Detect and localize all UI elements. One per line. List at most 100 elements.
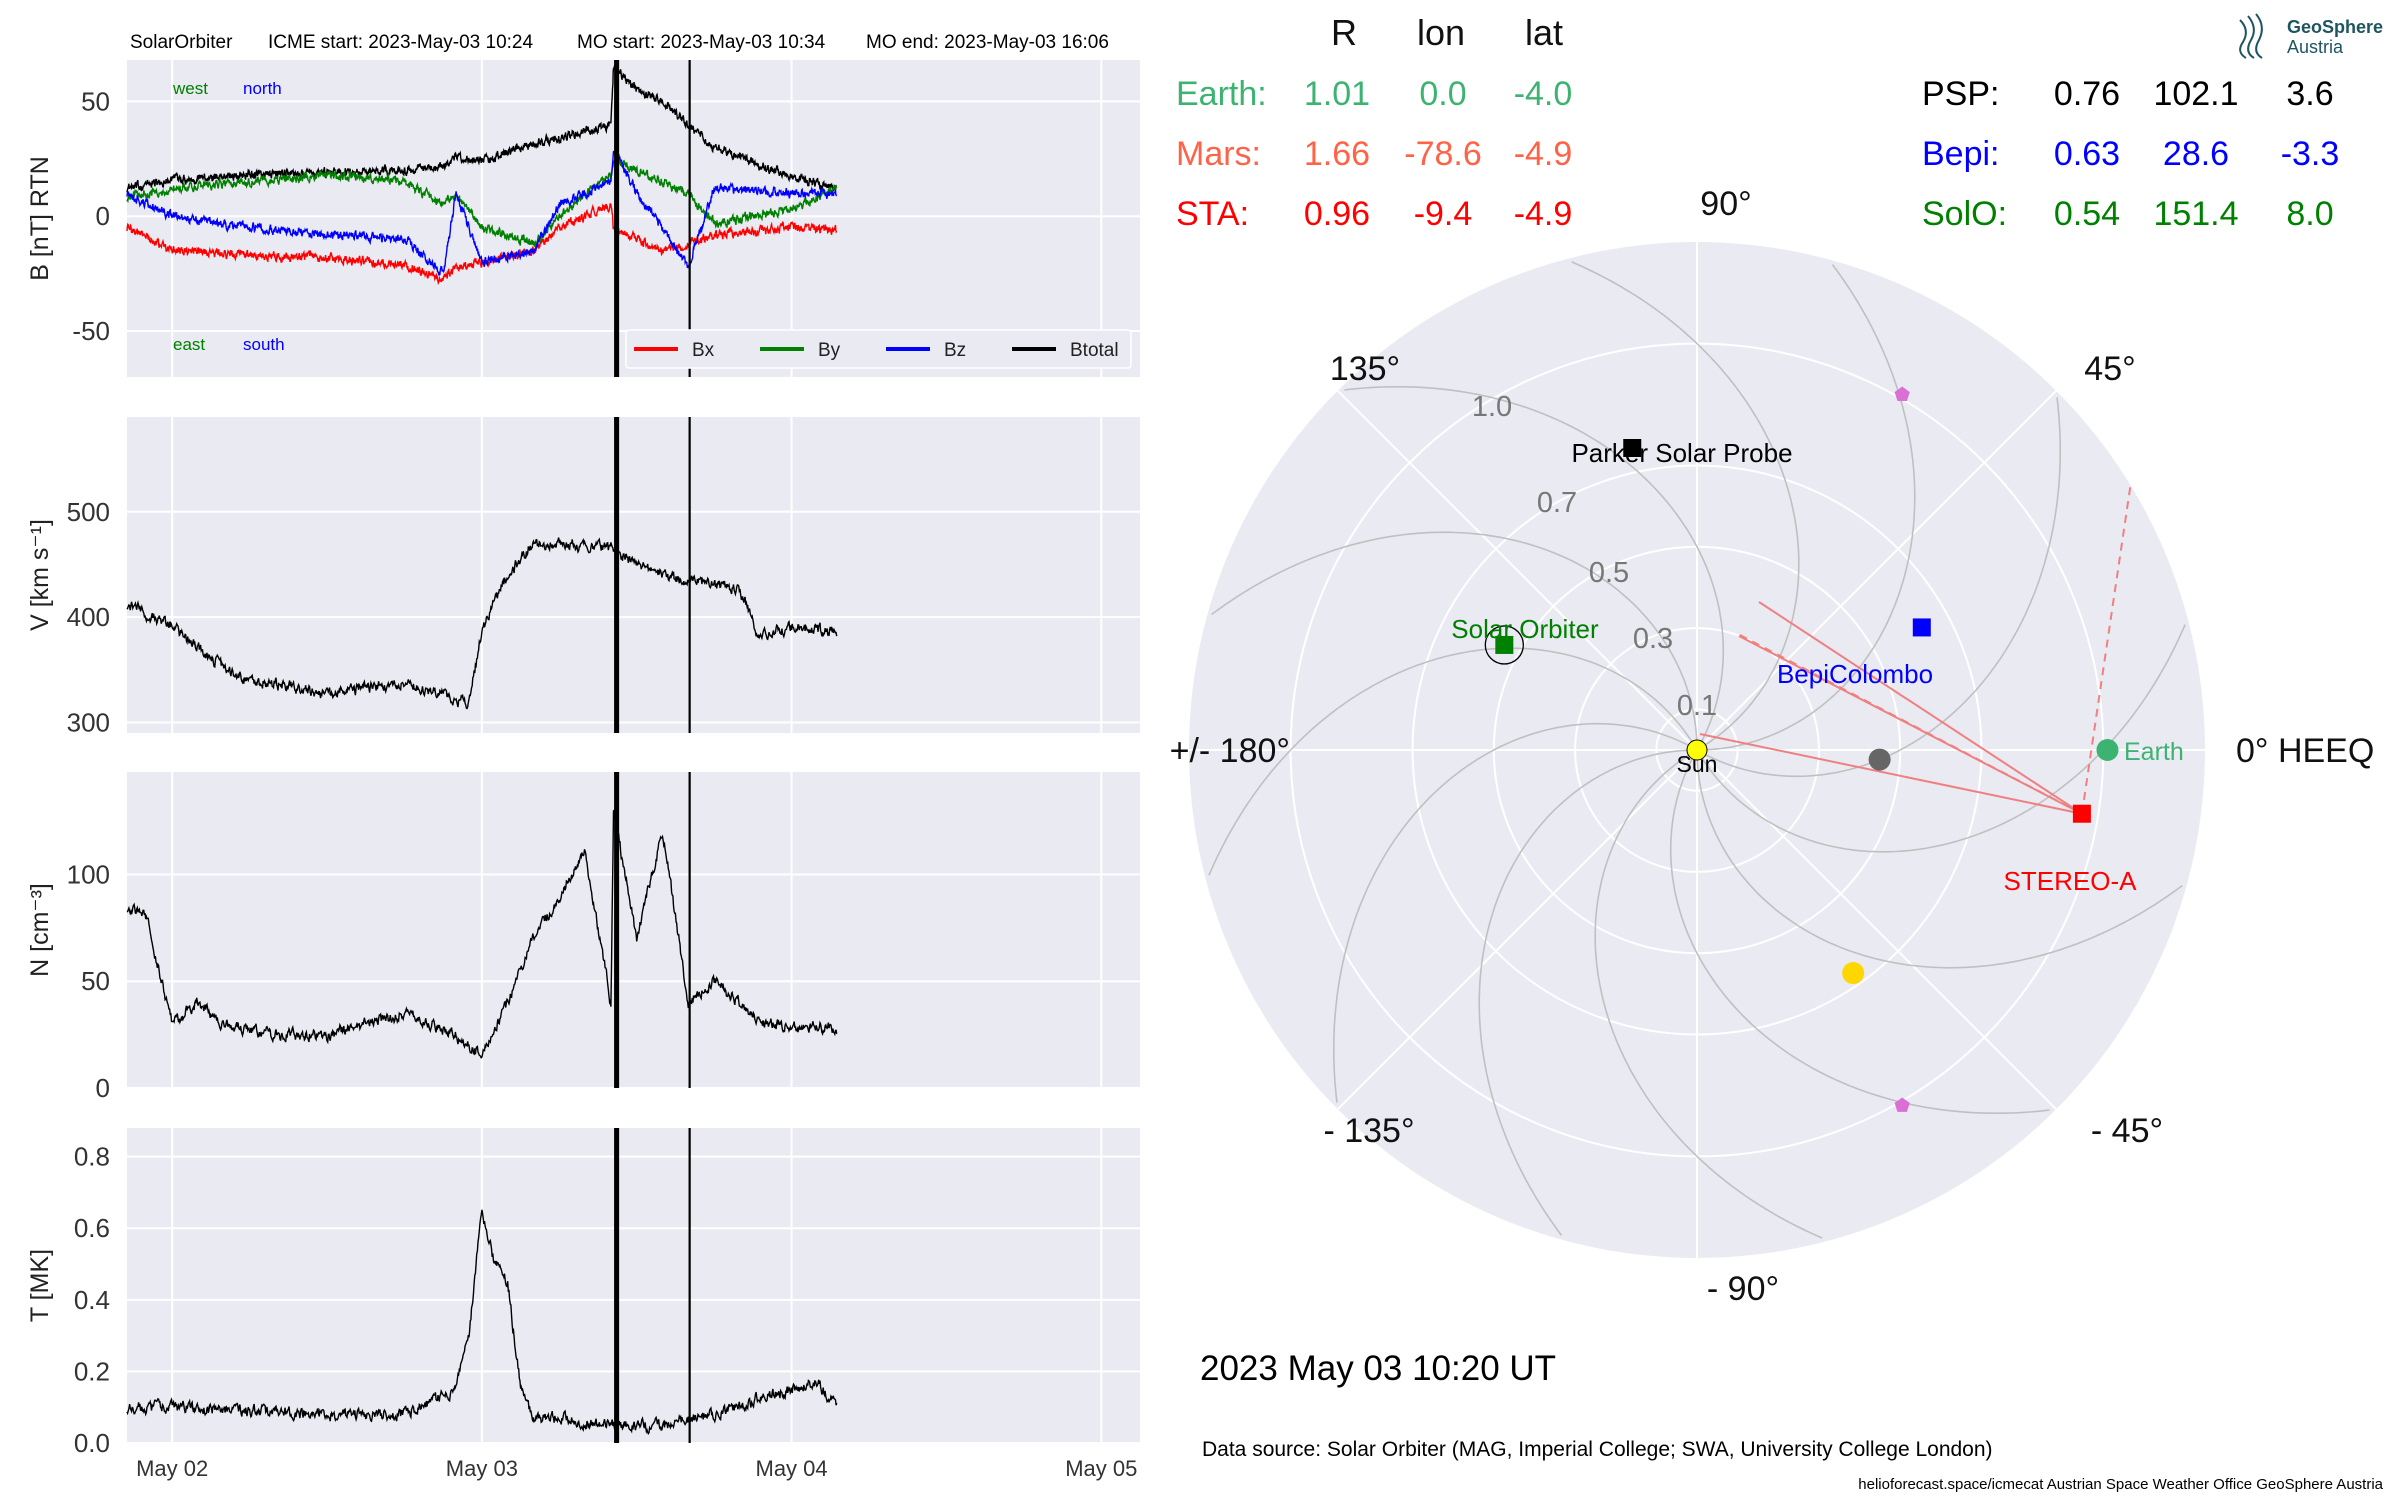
angle-label: 45°: [2084, 350, 2135, 388]
sun-label: Sun: [1677, 751, 1718, 777]
header-mo-end: MO end: 2023-May-03 16:06: [866, 32, 1109, 53]
table-lat: -4.9: [1514, 195, 1573, 233]
table-lon: -9.4: [1414, 195, 1473, 233]
x-tick-label: May 03: [446, 1456, 518, 1481]
table-lat: -4.9: [1514, 135, 1573, 173]
legend-label-by: By: [818, 340, 841, 361]
radial-label: 0.5: [1589, 557, 1629, 589]
y-axis-label: N [cm⁻³]: [26, 883, 54, 977]
legend-box: [625, 329, 1132, 369]
radial-label: 0.1: [1677, 690, 1717, 722]
y-axis-label: V [km s⁻¹]: [26, 519, 54, 631]
table-lat: 3.6: [2286, 75, 2333, 113]
marker-bepicolombo: [1912, 618, 1931, 637]
label-solar-orbiter: Solar Orbiter: [1451, 614, 1599, 644]
table-lon: -78.6: [1404, 135, 1482, 173]
y-tick-label: -50: [72, 316, 110, 346]
marker-stereo-a: [2072, 804, 2091, 823]
table-lat: 8.0: [2286, 195, 2333, 233]
series-n: [126, 809, 838, 1059]
table-r: 0.54: [2054, 195, 2120, 233]
y-tick-label: 500: [67, 497, 110, 527]
label-stereo-a: STEREO-A: [2004, 866, 2138, 896]
field-line: [1333, 722, 1691, 1103]
field-line: [1344, 386, 1725, 744]
connection-line-dashed: [1737, 633, 2083, 815]
series-bx: [126, 203, 838, 286]
panel-temperature: 0.8 0.6 0.4 0.2 0.0 T [MK] May 02 May 03 May 04 M…: [26, 1128, 1140, 1481]
marker-mercury: [1842, 962, 1865, 985]
corner-label-west: west: [172, 79, 208, 98]
field-line: [1571, 261, 1800, 747]
legend-label-bx: Bx: [692, 340, 715, 361]
legend-label-bz: Bz: [944, 340, 966, 361]
field-line: [1211, 531, 1698, 742]
table-name: SolO:: [1922, 195, 2007, 233]
marker-parker-solar-probe: [1623, 438, 1642, 457]
logo-line1: GeoSphere: [2287, 17, 2383, 37]
sun-marker: [1686, 739, 1708, 761]
x-tick-label: May 05: [1065, 1456, 1137, 1481]
x-tick-label: May 04: [756, 1456, 828, 1481]
label-earth: Earth: [2124, 738, 2184, 766]
field-line: [1594, 753, 1823, 1239]
radial-label: 1.0: [1472, 391, 1512, 423]
logo-icon: [2239, 13, 2263, 59]
marker-solar-orbiter: [1495, 635, 1514, 654]
table-r: 0.96: [1304, 195, 1370, 233]
marker-earth: [2096, 739, 2119, 761]
series-v: [126, 537, 838, 710]
parker-spirals: [1208, 261, 2186, 1239]
y-tick-label: 400: [67, 602, 110, 632]
table-header-lat: lat: [1525, 12, 1563, 53]
corner-label-south: south: [243, 335, 285, 354]
field-line: [1478, 749, 1689, 1236]
logo-line2: Austria: [2287, 37, 2344, 57]
date-label: 2023 May 03 10:20 UT: [1200, 1349, 1556, 1388]
panel-density: 100 50 0 N [cm⁻³]: [26, 772, 1140, 1103]
y-tick-label: 0.8: [74, 1142, 110, 1172]
angle-label: - 45°: [2091, 1112, 2163, 1150]
y-tick-label: 100: [67, 859, 110, 889]
polar-plot: 90° 45° 0° HEEQ - 45° - 90° - 135° +/- 180° 135…: [1170, 185, 2375, 1308]
y-tick-label: 0.4: [74, 1285, 110, 1315]
marker-venus: [1868, 748, 1891, 771]
series-by: [126, 156, 838, 249]
table-r: 0.63: [2054, 135, 2120, 173]
table-name: Earth:: [1176, 75, 1267, 113]
field-line: [1669, 756, 2050, 1114]
marker-l5: [1894, 1097, 1910, 1112]
table-r: 1.66: [1304, 135, 1370, 173]
x-tick-label: May 02: [136, 1456, 208, 1481]
connection-line: [1738, 635, 2083, 815]
panel-background: [127, 417, 1140, 733]
series-btotal: [126, 64, 838, 193]
corner-label-north: north: [243, 79, 282, 98]
field-line: [1208, 647, 1694, 876]
table-lat: -3.3: [2281, 135, 2340, 173]
panel-background: [127, 60, 1140, 377]
y-tick-label: 0: [96, 201, 110, 231]
radial-label: 0.7: [1537, 487, 1577, 519]
label-parker-solar-probe: Parker Solar Probe: [1571, 438, 1792, 468]
angle-label: 0° HEEQ: [2236, 732, 2374, 770]
table-lon: 151.4: [2153, 195, 2238, 233]
panel-magnetic-field: 50 0 -50 B [nT] RTN west north east south Bx By Bz…: [26, 60, 1140, 377]
field-line: [1700, 624, 2186, 853]
table-lon: 102.1: [2153, 75, 2238, 113]
radial-label: 0.3: [1633, 623, 1673, 655]
field-line: [1696, 758, 2183, 969]
table-name: Bepi:: [1922, 135, 2000, 173]
series-t: [126, 1209, 838, 1435]
field-line: [1703, 397, 2061, 778]
y-axis-label: T [MK]: [26, 1249, 54, 1322]
panel-background: [127, 1128, 1140, 1443]
credits: helioforecast.space/icmecat Austrian Spa…: [1858, 1476, 2383, 1493]
table-header-lon: lon: [1417, 12, 1465, 53]
solo-highlight-ring: [1484, 625, 1524, 665]
panel-speed: 500 400 300 V [km s⁻¹]: [26, 417, 1140, 737]
series-bz: [126, 150, 838, 276]
